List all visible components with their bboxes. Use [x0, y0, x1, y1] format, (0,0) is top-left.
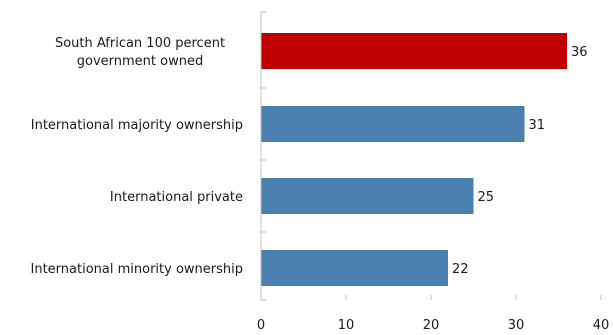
- data-label-2: 25: [478, 190, 495, 205]
- bar-2: [261, 178, 474, 214]
- data-label-0: 36: [571, 45, 588, 60]
- bar-1: [261, 106, 525, 142]
- x-tick-label-2: 20: [423, 318, 440, 333]
- category-label-2-0: International private: [110, 190, 243, 205]
- category-label-3-0: International minority ownership: [31, 262, 244, 277]
- category-label-0-1: government owned: [77, 54, 203, 69]
- x-tick-label-1: 10: [338, 318, 355, 333]
- bar-0: [261, 33, 567, 69]
- x-tick-label-0: 0: [257, 318, 265, 333]
- bar-3: [261, 250, 448, 286]
- category-label-1-0: International majority ownership: [31, 118, 243, 133]
- x-tick-label-4: 40: [593, 318, 610, 333]
- data-label-1: 31: [529, 118, 546, 133]
- category-label-0-0: South African 100 percent: [55, 36, 225, 51]
- data-label-3: 22: [452, 262, 469, 277]
- x-tick-label-3: 30: [508, 318, 525, 333]
